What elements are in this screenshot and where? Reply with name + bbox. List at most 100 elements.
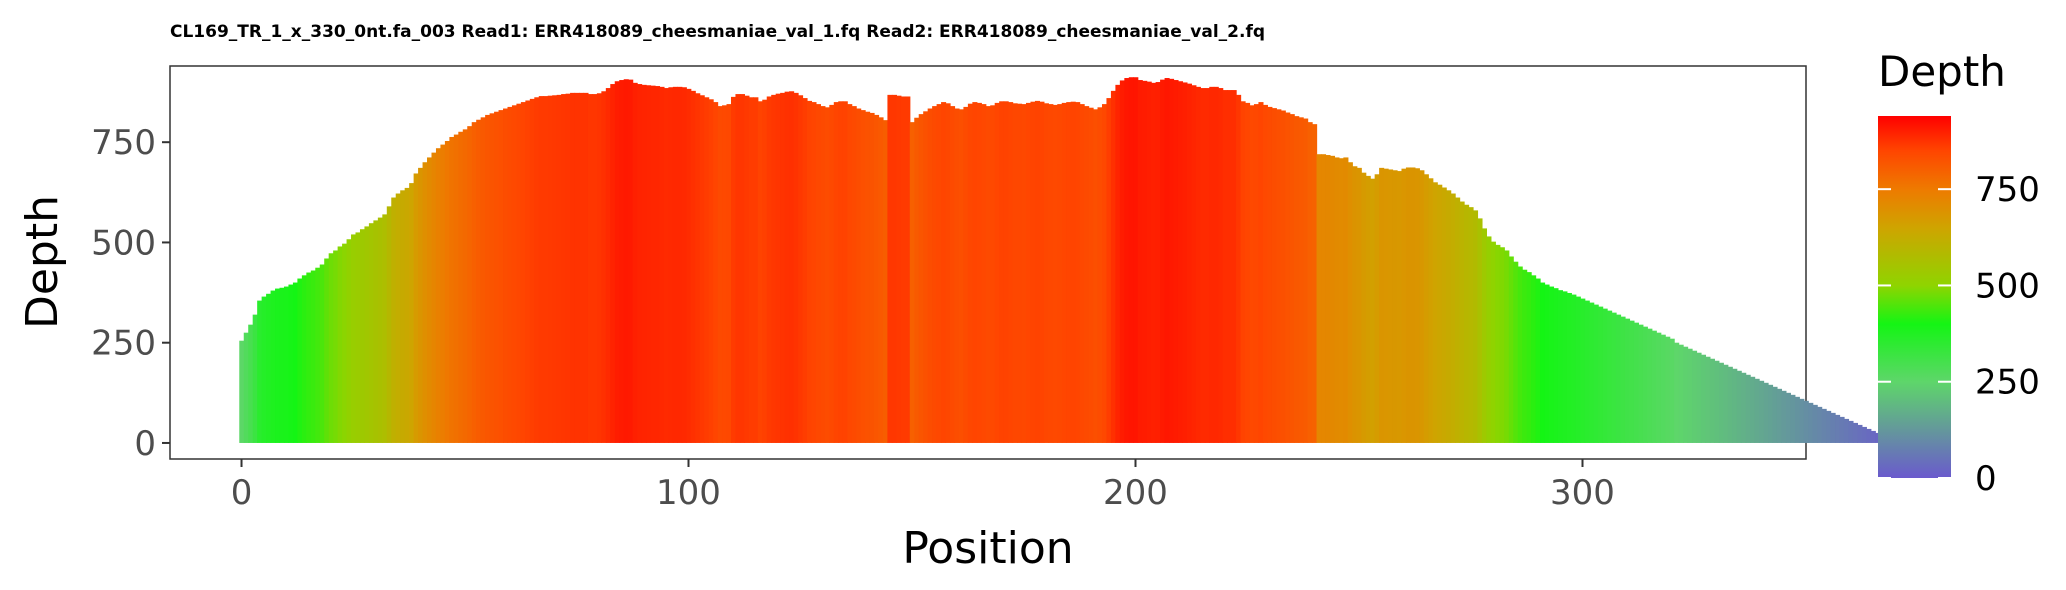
depth-bar [1191, 85, 1197, 443]
depth-bar [950, 106, 956, 443]
depth-bar [1070, 101, 1076, 443]
depth-bar [963, 106, 969, 443]
depth-bar [1200, 88, 1206, 443]
depth-bar [561, 94, 567, 443]
depth-bar [239, 340, 245, 443]
depth-bar [351, 234, 357, 443]
depth-bar [1329, 155, 1336, 443]
depth-bar [431, 152, 437, 443]
depth-bar [552, 95, 558, 443]
depth-bar [400, 190, 406, 443]
depth-bar [574, 92, 580, 443]
depth-bar [717, 106, 723, 443]
depth-bar [735, 94, 741, 443]
depth-bar [1548, 286, 1555, 443]
depth-bar [1097, 107, 1103, 443]
depth-bar [1075, 102, 1081, 443]
depth-bar [918, 114, 924, 443]
depth-bar [1419, 170, 1425, 443]
depth-bar [985, 106, 991, 443]
depth-bar [297, 278, 303, 443]
depth-bar [1294, 116, 1300, 443]
depth-bar [646, 85, 652, 443]
depth-bar [1455, 197, 1461, 443]
legend-title: Depth [1878, 47, 2006, 96]
depth-bar [686, 88, 692, 443]
depth-bar [1379, 167, 1385, 443]
depth-bar [1088, 107, 1094, 443]
depth-bar [1629, 320, 1635, 443]
depth-bar [440, 144, 446, 443]
depth-bar [905, 96, 911, 443]
depth-bar [847, 104, 853, 443]
legend-tick-label: 500 [1975, 266, 2040, 306]
depth-bar [1875, 432, 1881, 443]
depth-bar [842, 101, 848, 443]
depth-bar [471, 122, 477, 443]
depth-bar [771, 94, 777, 443]
depth-bar [739, 94, 745, 443]
depth-bar [941, 102, 947, 443]
depth-bar [1428, 178, 1434, 443]
depth-bar [1397, 171, 1403, 443]
depth-bar [1441, 187, 1447, 443]
depth-bar [1540, 282, 1546, 443]
depth-bar [1312, 124, 1318, 443]
depth-bar [1611, 312, 1617, 443]
depth-bar [1414, 168, 1420, 443]
depth-bar [270, 290, 276, 443]
depth-bar [1432, 182, 1438, 443]
depth-bar [856, 108, 862, 443]
depth-bar [1240, 101, 1246, 443]
depth-bar [243, 332, 249, 443]
depth-bar [1580, 298, 1586, 443]
depth-bar [1598, 306, 1604, 443]
depth-bar [292, 282, 298, 443]
depth-bar [1115, 84, 1121, 443]
depth-bar [485, 114, 491, 443]
depth-bar [753, 97, 759, 443]
depth-bar [1584, 300, 1590, 443]
depth-bar [851, 106, 857, 443]
depth-bar [708, 99, 714, 443]
y-axis: 0 250 500 750 [91, 123, 170, 464]
depth-bar [1236, 94, 1242, 443]
depth-bar [704, 97, 710, 443]
depth-bar [619, 80, 625, 443]
depth-bar [404, 187, 410, 443]
depth-bar [1781, 390, 1787, 443]
depth-bar [1186, 83, 1192, 443]
depth-bar [1835, 414, 1841, 443]
depth-bar [1794, 396, 1800, 443]
depth-bar [413, 173, 419, 443]
depth-bar [547, 95, 553, 443]
x-axis: 0 100 200 300 [231, 459, 1615, 513]
depth-bar [1616, 314, 1622, 443]
depth-bar [690, 90, 696, 443]
depth-bar [1647, 328, 1653, 443]
depth-bar [668, 87, 674, 443]
depth-bar [878, 117, 884, 443]
depth-bar [409, 183, 415, 443]
depth-bar [972, 102, 978, 443]
depth-bar [1571, 294, 1577, 443]
depth-bar [1472, 210, 1479, 443]
depth-bar [1128, 77, 1134, 443]
depth-bar [435, 148, 442, 443]
depth-bar [1017, 103, 1023, 443]
depth-bar [1298, 117, 1304, 443]
depth-bar [829, 104, 835, 443]
depth-bar [994, 102, 1000, 443]
depth-bar [1012, 103, 1018, 443]
depth-bar [722, 105, 728, 443]
depth-bar [1870, 430, 1876, 443]
depth-bar [932, 106, 938, 443]
depth-bar [458, 131, 464, 443]
depth-bar [1861, 426, 1867, 443]
depth-bar [306, 272, 312, 443]
depth-bar [981, 104, 987, 443]
depth-bar [1437, 184, 1443, 443]
depth-bar [815, 104, 821, 443]
depth-bar [1030, 101, 1036, 443]
